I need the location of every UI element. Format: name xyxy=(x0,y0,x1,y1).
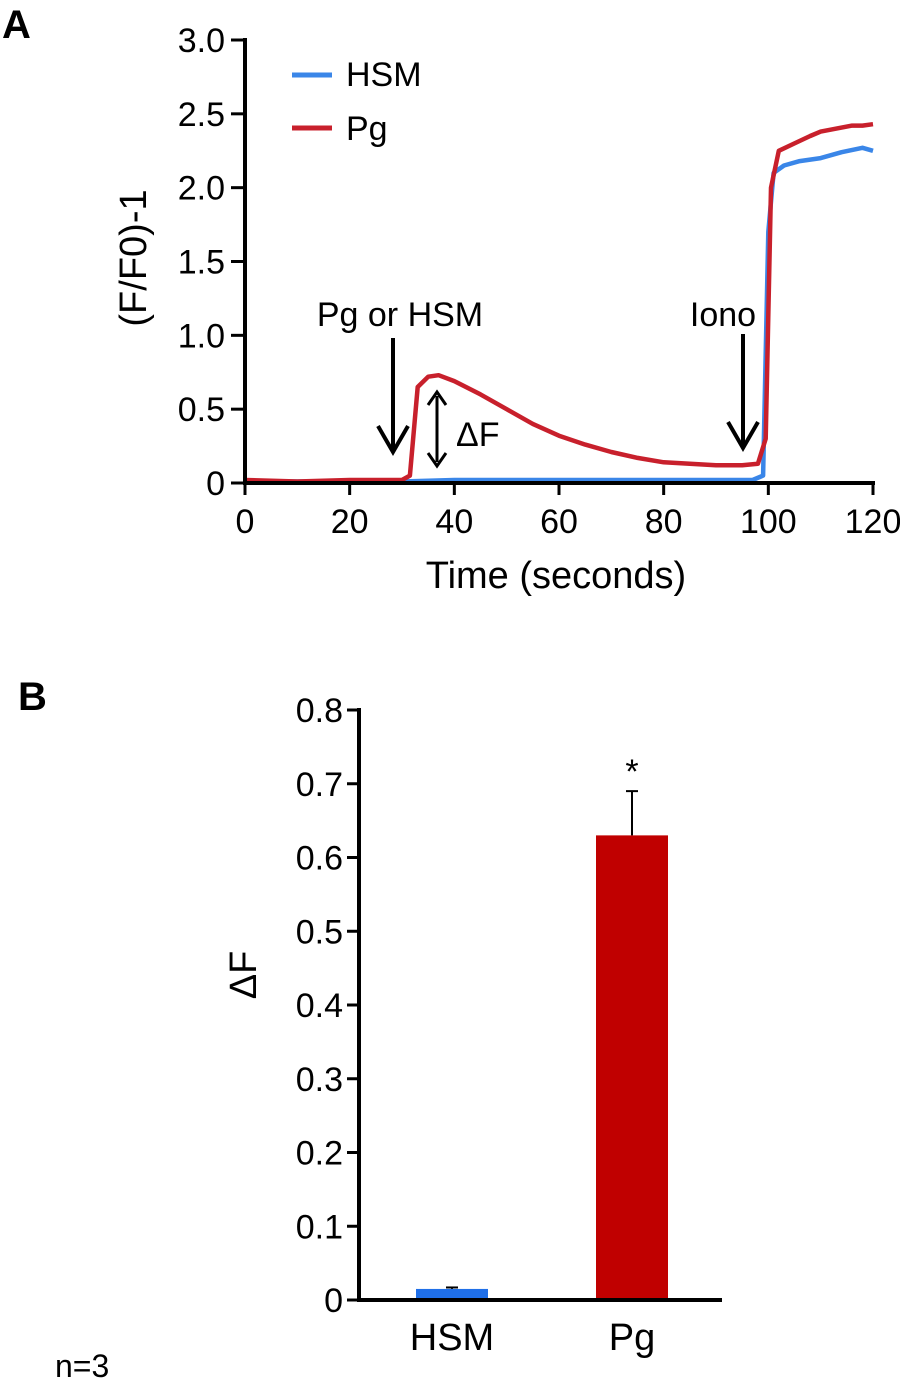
chart-b-y-tick-label: 0.3 xyxy=(296,1061,343,1099)
chart-a-y-tick-label: 1.0 xyxy=(178,317,225,355)
chart-a-y-tick-label: 0 xyxy=(206,465,225,503)
chart-b: 0 0.1 0.2 0.3 0.4 0.5 0.6 0.7 0.8 HSM Pg * ΔF xyxy=(223,692,722,1359)
bar-pg xyxy=(596,835,668,1300)
delta-f-arrow-down xyxy=(426,452,448,469)
panel-a-label: A xyxy=(2,3,31,47)
chart-b-y-tick-label: 0 xyxy=(324,1282,343,1320)
stimulus-arrow-head xyxy=(376,425,410,457)
chart-a-x-tick-label: 40 xyxy=(435,503,473,541)
delta-f-arrow-up xyxy=(426,389,448,406)
legend-label-pg: Pg xyxy=(346,110,388,148)
chart-a-x-tick-label: 100 xyxy=(740,503,797,541)
chart-b-y-title: ΔF xyxy=(223,951,265,1000)
annotation-iono-label: Iono xyxy=(690,296,756,334)
category-label-hsm: HSM xyxy=(410,1317,494,1359)
chart-a-y-tick-label: 1.5 xyxy=(178,244,225,282)
iono-arrow-head xyxy=(726,421,760,453)
chart-b-y-tick-label: 0.7 xyxy=(296,766,343,804)
chart-a-ticks: 0 0.5 1.0 1.5 2.0 2.5 3.0 0 20 40 60 80 100 120 xyxy=(178,22,900,541)
chart-a-y-title: (F/F0)-1 xyxy=(113,189,155,326)
chart-b-bars: HSM Pg * xyxy=(410,753,668,1359)
annotation-stimulus-label: Pg or HSM xyxy=(317,296,483,334)
panel-b-label: B xyxy=(18,675,47,719)
chart-a-y-tick-label: 2.5 xyxy=(178,96,225,134)
chart-a-y-tick-label: 2.0 xyxy=(178,170,225,208)
chart-b-y-tick-label: 0.1 xyxy=(296,1208,343,1246)
chart-a-legend: HSM Pg xyxy=(292,56,422,148)
chart-a-x-tick-label: 80 xyxy=(645,503,683,541)
chart-a-x-tick-label: 0 xyxy=(236,503,255,541)
series-line-pg xyxy=(244,121,874,484)
chart-b-y-tick-label: 0.8 xyxy=(296,692,343,730)
chart-a-x-title: Time (seconds) xyxy=(426,555,686,597)
legend-label-hsm: HSM xyxy=(346,56,422,94)
chart-a-x-tick-label: 120 xyxy=(845,503,900,541)
chart-a-annotations: Pg or HSM Iono ΔF xyxy=(317,296,760,469)
chart-b-y-tick-label: 0.5 xyxy=(296,913,343,951)
significance-marker: * xyxy=(625,753,638,791)
chart-b-y-tick-label: 0.6 xyxy=(296,840,343,878)
chart-a-x-tick-label: 20 xyxy=(331,503,369,541)
chart-b-y-tick-label: 0.4 xyxy=(296,987,343,1025)
bar-hsm xyxy=(416,1288,488,1300)
chart-a: 0 0.5 1.0 1.5 2.0 2.5 3.0 0 20 40 60 80 100 120 Time … xyxy=(113,22,900,597)
category-label-pg: Pg xyxy=(609,1317,655,1359)
annotation-delta-f: ΔF xyxy=(456,416,499,454)
chart-b-ticks: 0 0.1 0.2 0.3 0.4 0.5 0.6 0.7 0.8 xyxy=(296,692,359,1320)
chart-b-y-tick-label: 0.2 xyxy=(296,1135,343,1173)
sample-size-note: n=3 xyxy=(55,1348,109,1380)
chart-a-y-tick-label: 3.0 xyxy=(178,22,225,60)
chart-a-y-tick-label: 0.5 xyxy=(178,391,225,429)
chart-a-x-tick-label: 60 xyxy=(540,503,578,541)
